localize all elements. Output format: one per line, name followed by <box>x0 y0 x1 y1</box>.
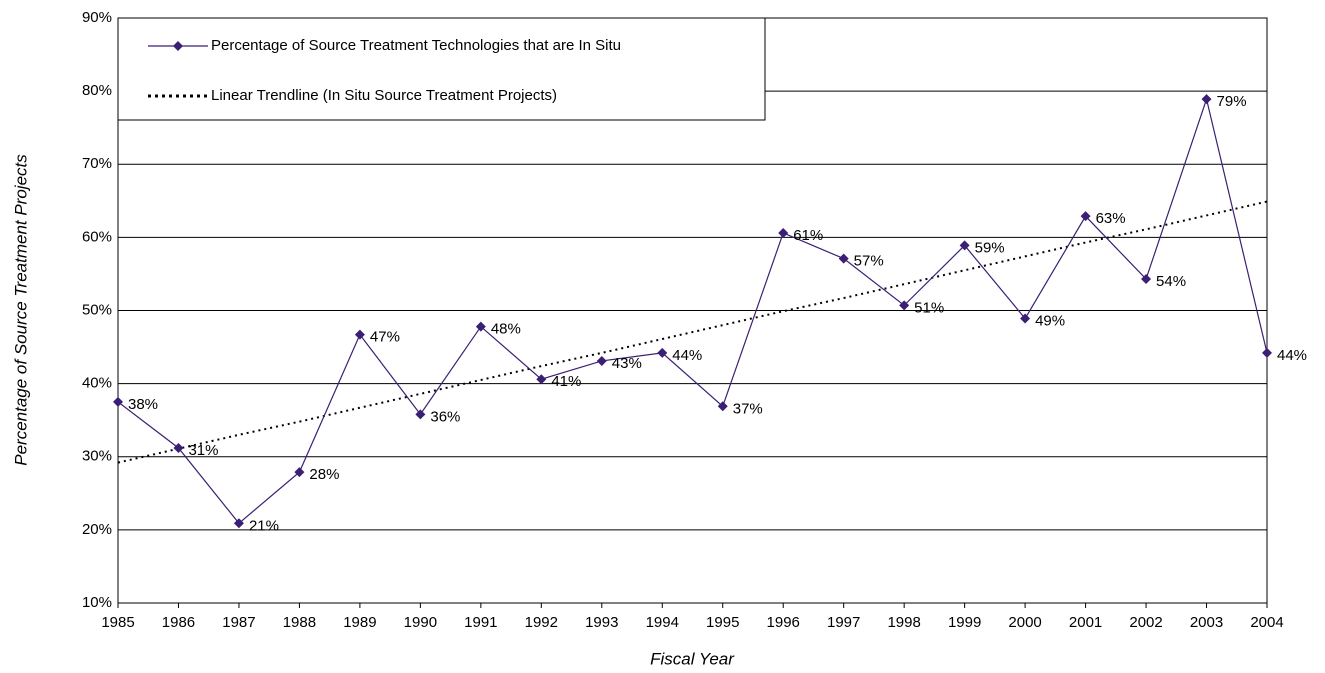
data-label: 49% <box>1035 313 1065 330</box>
x-tick-label: 1988 <box>283 614 316 631</box>
data-label: 37% <box>733 400 763 417</box>
legend-label: Linear Trendline (In Situ Source Treatme… <box>211 87 557 104</box>
data-label: 21% <box>249 517 279 534</box>
y-tick-label: 20% <box>82 521 112 538</box>
data-label: 61% <box>793 227 823 244</box>
x-tick-label: 2003 <box>1190 614 1223 631</box>
y-tick-label: 60% <box>82 228 112 245</box>
data-point <box>354 329 365 340</box>
data-label: 59% <box>975 239 1005 256</box>
legend-label: Percentage of Source Treatment Technolog… <box>211 37 621 54</box>
y-tick-label: 80% <box>82 82 112 99</box>
data-label: 38% <box>128 396 158 413</box>
y-tick-label: 90% <box>82 9 112 26</box>
data-point <box>657 347 668 358</box>
data-label: 47% <box>370 329 400 346</box>
data-label: 44% <box>1277 347 1307 364</box>
x-tick-label: 1993 <box>585 614 618 631</box>
legend-box <box>117 17 766 121</box>
data-label: 28% <box>309 466 339 483</box>
data-line <box>117 96 1268 525</box>
x-tick-label: 1996 <box>767 614 800 631</box>
data-point <box>536 374 547 385</box>
data-point <box>717 401 728 412</box>
data-point <box>415 409 426 420</box>
data-point <box>959 240 970 251</box>
x-tick-label: 1990 <box>404 614 437 631</box>
data-point <box>475 321 486 332</box>
data-label: 31% <box>188 442 218 459</box>
x-tick-label: 1998 <box>887 614 920 631</box>
data-label: 41% <box>551 373 581 390</box>
data-label: 57% <box>854 253 884 270</box>
data-point <box>1141 274 1152 285</box>
y-tick-label: 30% <box>82 448 112 465</box>
x-tick-label: 2001 <box>1069 614 1102 631</box>
data-point <box>1262 347 1272 358</box>
data-label: 54% <box>1156 273 1186 290</box>
x-tick-label: 1987 <box>222 614 255 631</box>
x-tick-label: 1999 <box>948 614 981 631</box>
x-tick-label: 1992 <box>525 614 558 631</box>
data-label: 44% <box>672 347 702 364</box>
data-label: 48% <box>491 321 521 338</box>
data-point <box>778 227 789 238</box>
data-label: 51% <box>914 299 944 316</box>
x-axis-title: Fiscal Year <box>650 649 735 668</box>
y-tick-label: 70% <box>82 155 112 172</box>
y-axis-title: Percentage of Source Treatment Projects <box>11 154 30 466</box>
x-tick-label: 2004 <box>1250 614 1283 631</box>
data-point <box>294 467 305 478</box>
data-point <box>1080 211 1091 222</box>
data-point <box>596 355 607 366</box>
data-point <box>113 396 123 407</box>
y-tick-label: 50% <box>82 301 112 318</box>
data-label: 79% <box>1217 93 1247 110</box>
data-point <box>899 300 910 311</box>
legend-marker <box>173 41 183 51</box>
x-tick-label: 1994 <box>646 614 679 631</box>
data-point <box>1201 94 1212 105</box>
x-tick-label: 2000 <box>1008 614 1041 631</box>
x-tick-label: 1985 <box>101 614 134 631</box>
x-tick-label: 1991 <box>464 614 497 631</box>
x-tick-label: 1986 <box>162 614 195 631</box>
y-tick-label: 40% <box>82 375 112 392</box>
x-tick-label: 1995 <box>706 614 739 631</box>
x-tick-label: 2002 <box>1129 614 1162 631</box>
x-tick-label: 1989 <box>343 614 376 631</box>
x-tick-label: 1997 <box>827 614 860 631</box>
data-label: 43% <box>612 355 642 372</box>
data-line <box>117 200 1268 464</box>
data-point <box>173 442 184 453</box>
data-point <box>233 518 244 529</box>
data-label: 36% <box>430 408 460 425</box>
data-point <box>838 253 849 264</box>
data-point <box>1020 313 1031 324</box>
data-label: 63% <box>1096 210 1126 227</box>
y-tick-label: 10% <box>82 594 112 611</box>
